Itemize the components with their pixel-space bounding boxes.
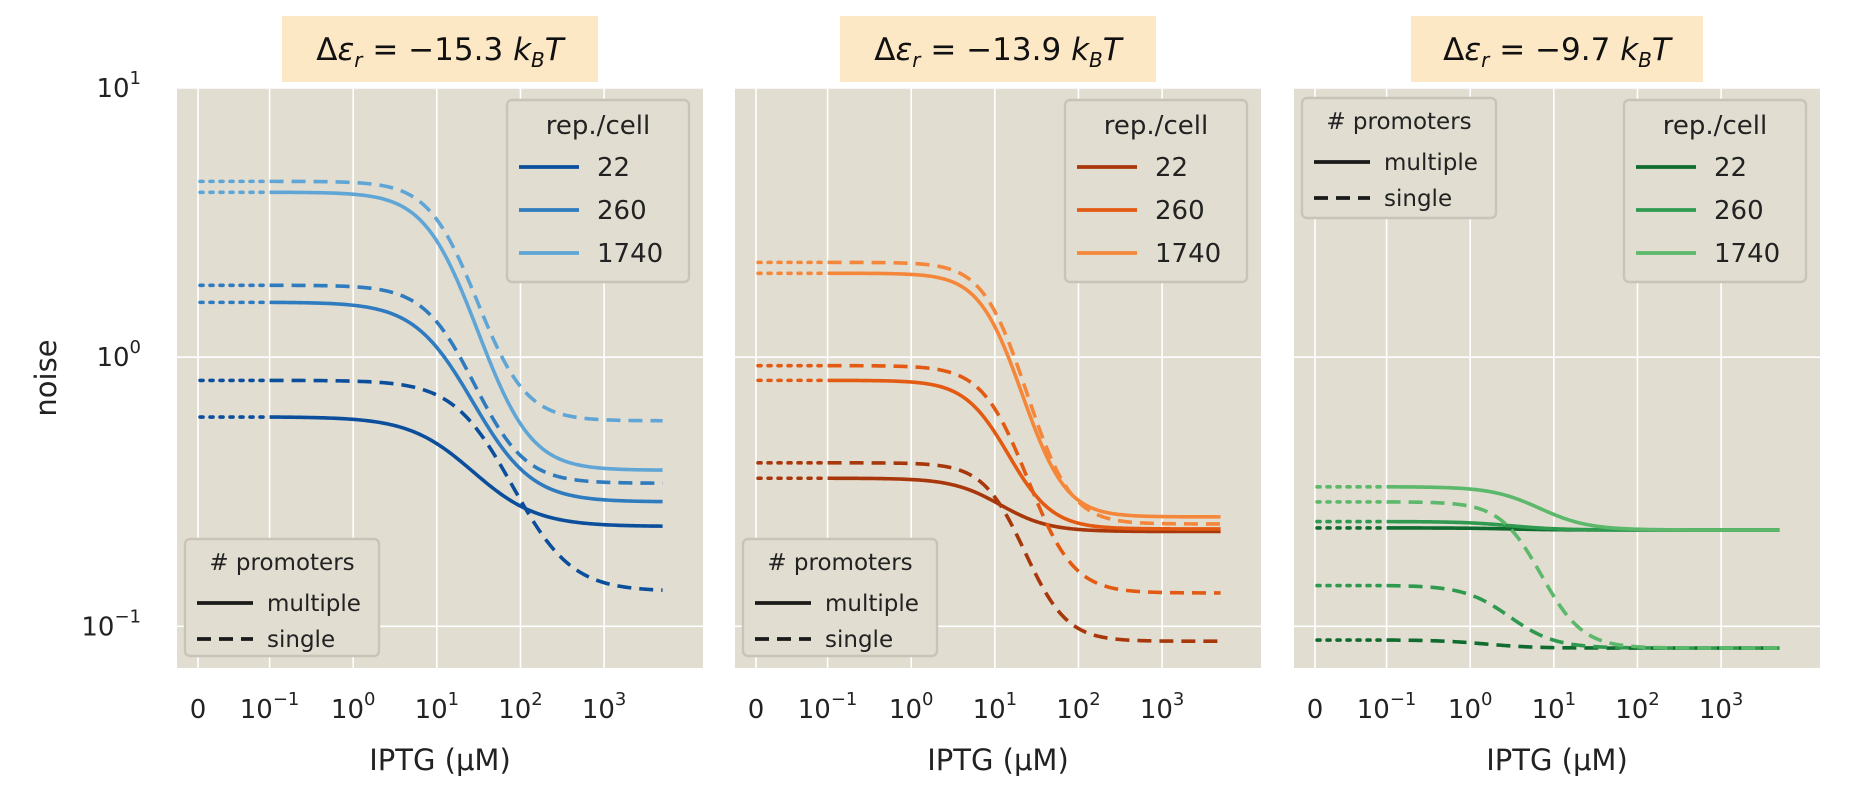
- legend-entry: 22: [1155, 153, 1188, 183]
- legend-entry: multiple: [267, 591, 361, 617]
- x-tick-label: 10−1: [1357, 689, 1417, 725]
- x-tick-label: 103: [582, 689, 627, 725]
- legend-entry: multiple: [1384, 150, 1478, 176]
- legend-title: rep./cell: [1104, 111, 1208, 141]
- x-tick-label: 102: [498, 689, 543, 725]
- legend-entry: 260: [1714, 196, 1764, 226]
- series-single-260: [1386, 583, 1780, 650]
- panel-3: 0 10−1 100 101 102 103 IPTG (μM) Δεr = −9.7 kBT…: [1294, 16, 1820, 777]
- series-single-22: [269, 378, 663, 592]
- x-axis-label: IPTG (μM): [927, 743, 1069, 777]
- legend-rep-cell: rep./cell 22 260 1740: [1622, 98, 1808, 284]
- legend-entry: single: [1384, 186, 1452, 212]
- legend-entry: 260: [597, 196, 647, 226]
- series-multiple-1740: [1386, 485, 1780, 532]
- y-tick-label: 100: [96, 337, 141, 373]
- series-single-1740: [269, 179, 663, 423]
- legend-rep-cell: rep./cell 22 260 1740: [505, 98, 691, 284]
- series-multiple-260: [827, 378, 1221, 531]
- x-tick-label: 0: [1307, 695, 1324, 725]
- panel-title: Δεr = −15.3 kBT: [316, 32, 565, 72]
- legend-frame: [183, 537, 381, 658]
- x-tick-label: 103: [1140, 689, 1185, 725]
- x-tick-label: 100: [889, 689, 934, 725]
- panel-title: Δεr = −9.7 kBT: [1443, 32, 1673, 72]
- x-tick-label: 10−1: [240, 689, 300, 725]
- x-tick-label: 100: [331, 689, 376, 725]
- series-single-260: [269, 283, 663, 485]
- legend-promoters: # promoters multiple single: [1300, 96, 1498, 220]
- legend-title: rep./cell: [1663, 111, 1767, 141]
- series-multiple-22: [269, 415, 663, 528]
- x-axis-label: IPTG (μM): [369, 743, 511, 777]
- legend-entry: 260: [1155, 196, 1205, 226]
- y-axis-label: noise: [29, 339, 63, 416]
- series-single-1740: [827, 260, 1221, 526]
- legend-frame: [1622, 98, 1808, 284]
- title-box: [1411, 16, 1703, 82]
- title-box: [282, 16, 598, 82]
- legend-entry: 1740: [1155, 239, 1221, 269]
- y-tick-label: 10−1: [81, 606, 141, 642]
- y-tick-label: 101: [96, 68, 141, 104]
- series-single-260: [827, 363, 1221, 595]
- legend-entry: 22: [597, 153, 630, 183]
- legend-entry: multiple: [825, 591, 919, 617]
- series-multiple-260: [269, 300, 663, 504]
- x-tick-label: 0: [748, 695, 765, 725]
- title-box: [840, 16, 1156, 82]
- panel-1: 0 10−1 100 101 102 103 10−1 100 101 noise IPTG (μM…: [29, 16, 703, 777]
- legend-frame: [1063, 98, 1249, 284]
- x-tick-label: 0: [190, 695, 207, 725]
- legend-rep-cell: rep./cell 22 260 1740: [1063, 98, 1249, 284]
- x-tick-label: 102: [1615, 689, 1660, 725]
- legend-entry: single: [825, 627, 893, 653]
- legend-frame: [741, 537, 939, 658]
- x-tick-label: 101: [1532, 689, 1577, 725]
- legend-title: rep./cell: [546, 111, 650, 141]
- series-multiple-22: [827, 476, 1221, 534]
- x-axis-label: IPTG (μM): [1486, 743, 1628, 777]
- x-tick-label: 100: [1448, 689, 1493, 725]
- x-tick-label: 102: [1056, 689, 1101, 725]
- x-tick-label: 101: [415, 689, 460, 725]
- legend-entry: 1740: [1714, 239, 1780, 269]
- series-multiple-1740: [827, 271, 1221, 519]
- legend-frame: [1300, 96, 1498, 220]
- legend-entry: single: [267, 627, 335, 653]
- legend-promoters: # promoters multiple single: [183, 537, 381, 658]
- panel-2: 0 10−1 100 101 102 103 IPTG (μM) Δεr = −13.9 kB…: [735, 16, 1261, 777]
- x-tick-label: 10−1: [798, 689, 858, 725]
- panel-title: Δεr = −13.9 kBT: [874, 32, 1123, 72]
- legend-title: # promoters: [1326, 109, 1471, 135]
- x-tick-label: 101: [973, 689, 1018, 725]
- x-tick-label: 103: [1699, 689, 1744, 725]
- legend-title: # promoters: [209, 550, 354, 576]
- legend-title: # promoters: [767, 550, 912, 576]
- legend-frame: [505, 98, 691, 284]
- legend-entry: 1740: [597, 239, 663, 269]
- series-multiple-1740: [269, 190, 663, 472]
- legend-entry: 22: [1714, 153, 1747, 183]
- legend-promoters: # promoters multiple single: [741, 537, 939, 658]
